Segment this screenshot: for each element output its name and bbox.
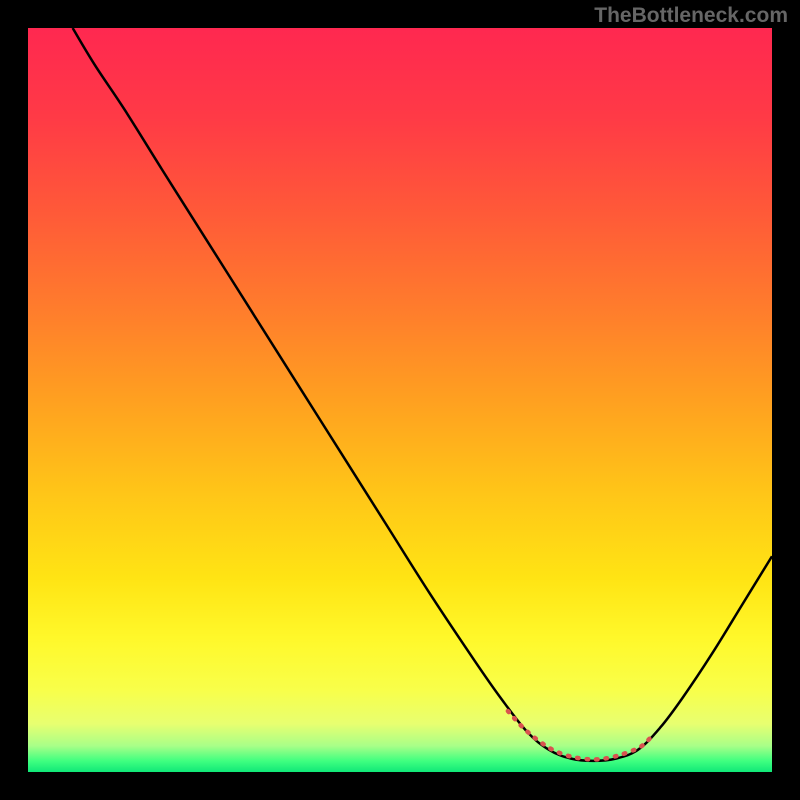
main-curve	[73, 28, 772, 761]
watermark-text: TheBottleneck.com	[594, 4, 788, 28]
curve-layer	[28, 28, 772, 772]
plot-area	[28, 28, 772, 772]
